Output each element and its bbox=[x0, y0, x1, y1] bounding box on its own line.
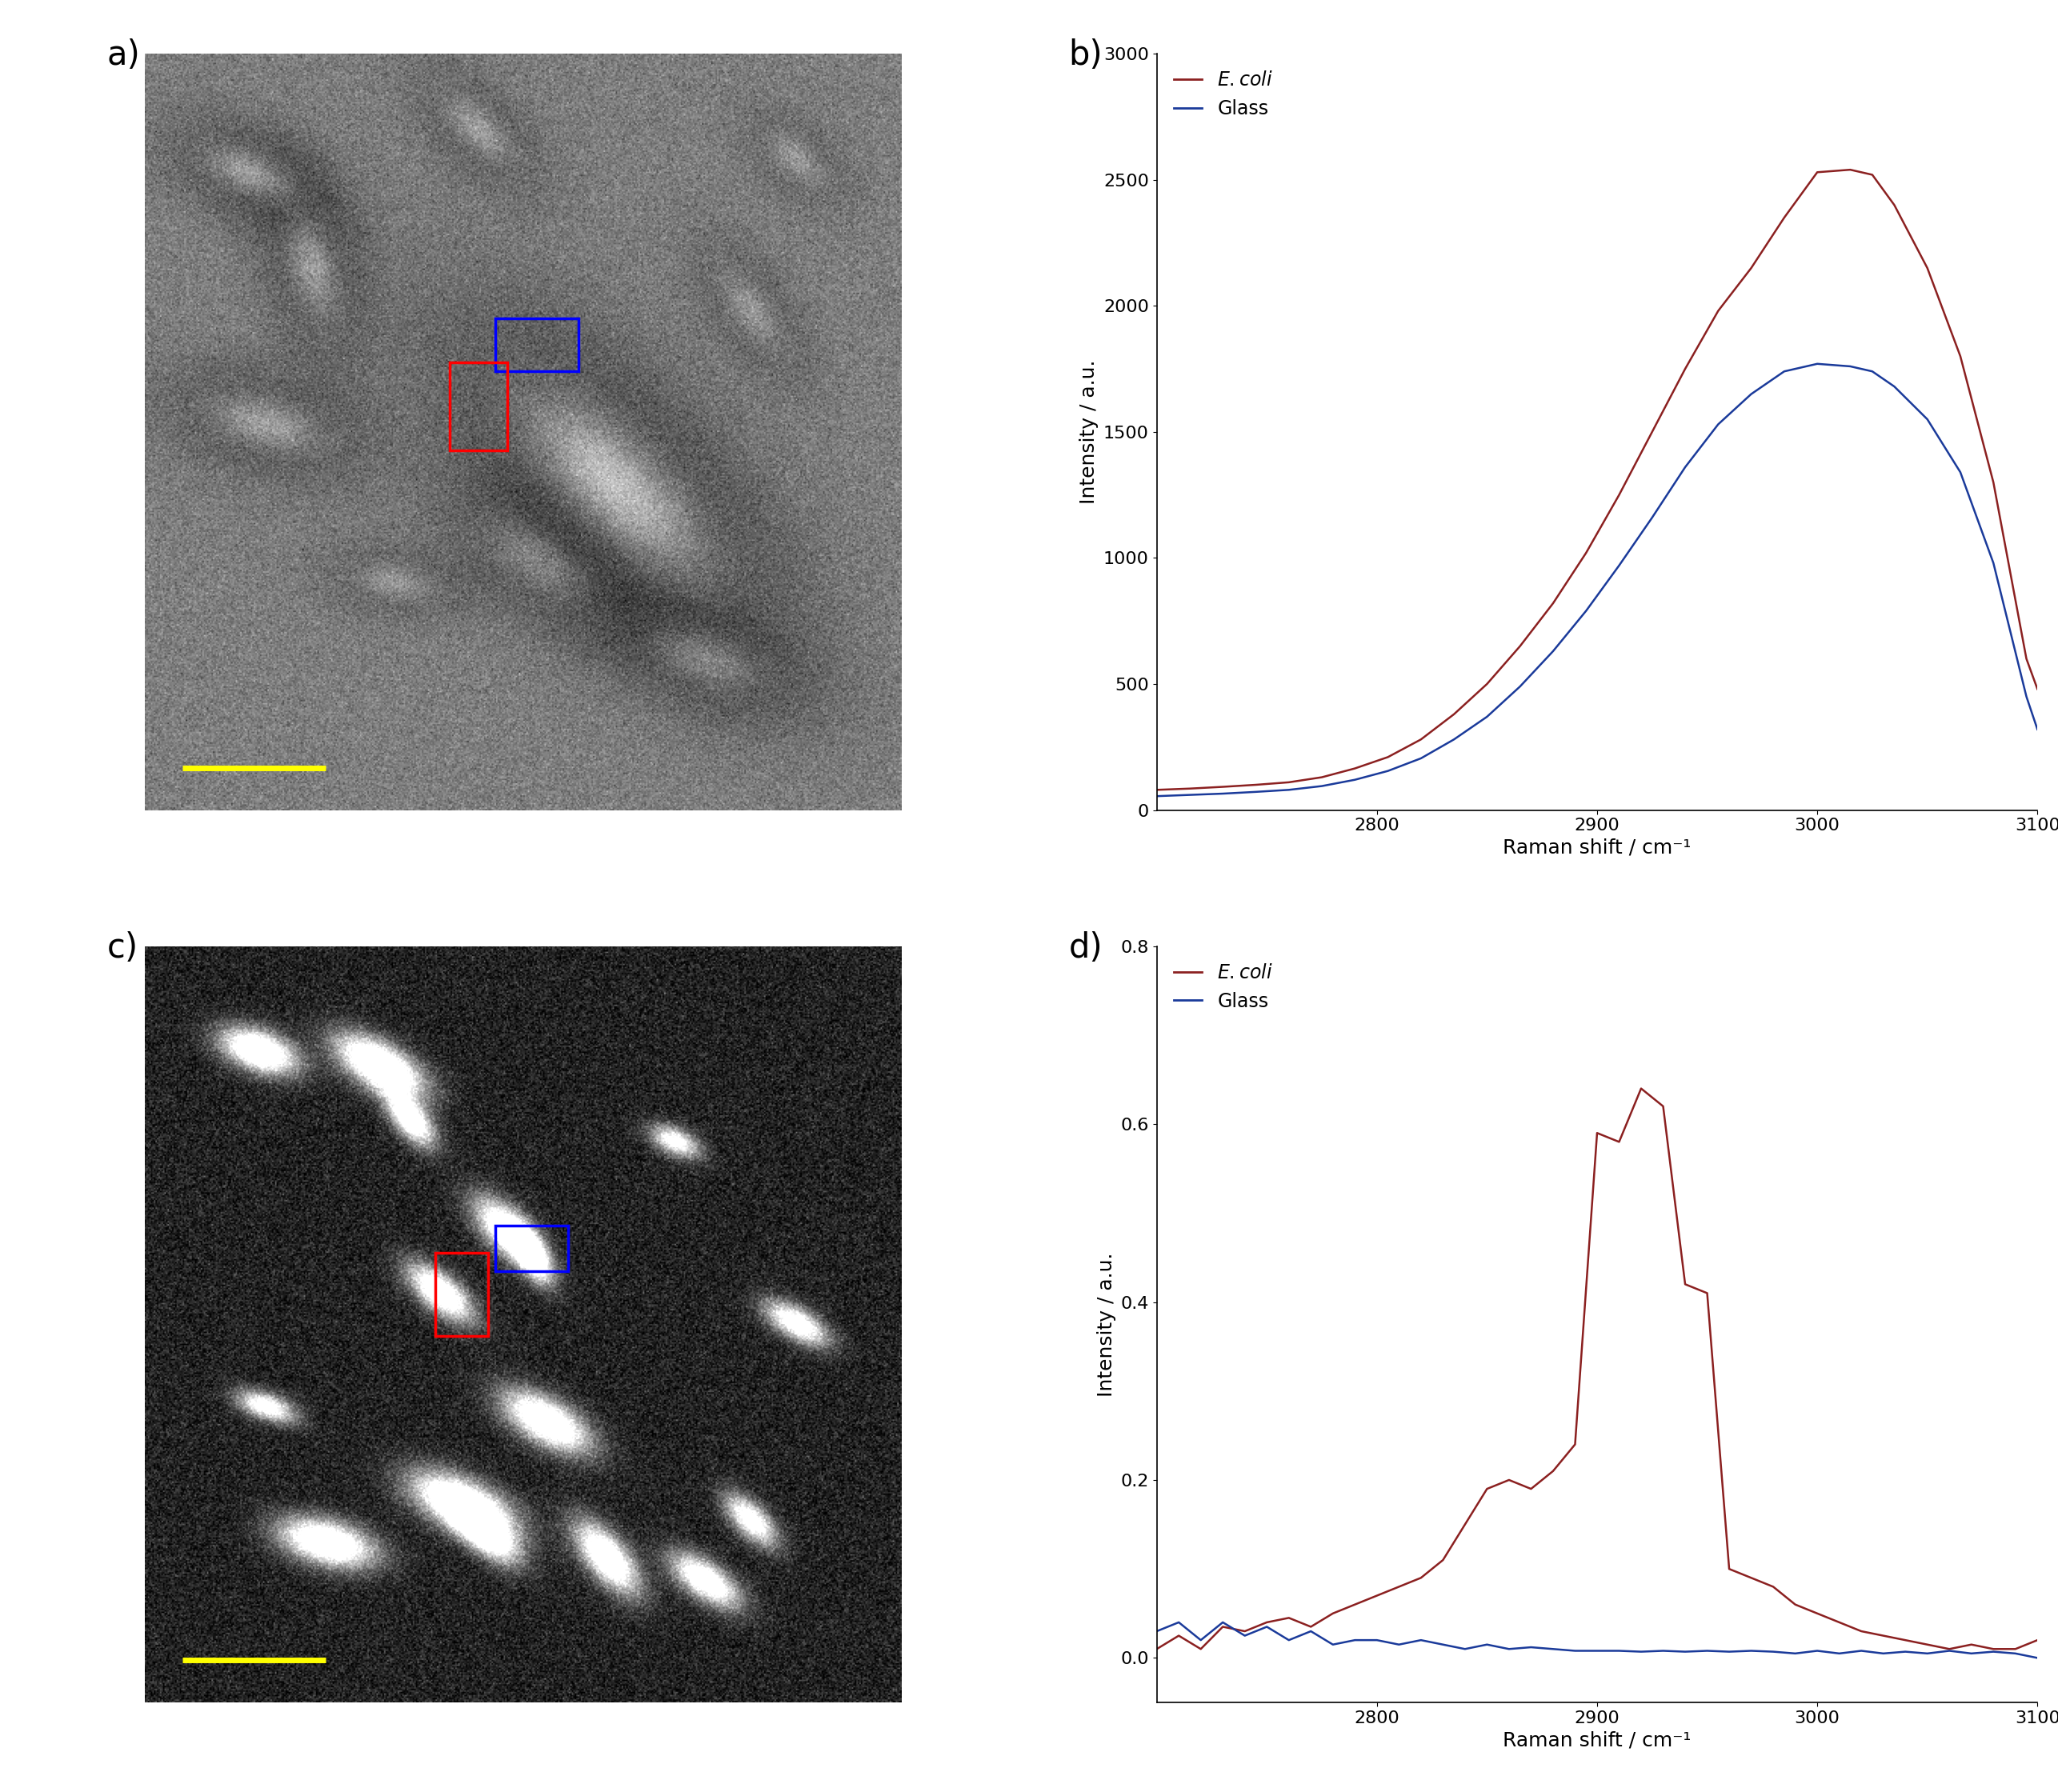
Bar bbox=[451, 362, 508, 450]
Y-axis label: Intensity / a.u.: Intensity / a.u. bbox=[1097, 1253, 1115, 1396]
X-axis label: Raman shift / cm⁻¹: Raman shift / cm⁻¹ bbox=[1502, 839, 1692, 857]
Y-axis label: Intensity / a.u.: Intensity / a.u. bbox=[1080, 360, 1099, 504]
Text: b): b) bbox=[1068, 39, 1103, 72]
Text: a): a) bbox=[107, 39, 140, 72]
Bar bbox=[496, 319, 578, 371]
Text: c): c) bbox=[107, 932, 138, 964]
Legend: $\it{E. coli}$, Glass: $\it{E. coli}$, Glass bbox=[1167, 63, 1280, 125]
Bar bbox=[496, 1226, 568, 1271]
X-axis label: Raman shift / cm⁻¹: Raman shift / cm⁻¹ bbox=[1502, 1731, 1692, 1749]
Bar bbox=[434, 1253, 488, 1337]
Text: d): d) bbox=[1068, 932, 1103, 964]
Legend: $\it{E. coli}$, Glass: $\it{E. coli}$, Glass bbox=[1167, 955, 1280, 1018]
